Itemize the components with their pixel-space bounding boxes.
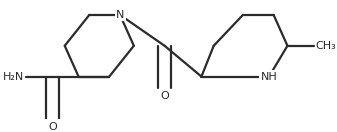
Text: NH: NH	[261, 72, 277, 82]
Text: N: N	[116, 10, 124, 20]
Text: O: O	[48, 122, 57, 132]
Text: H₂N: H₂N	[3, 72, 24, 82]
Text: CH₃: CH₃	[315, 41, 336, 51]
Text: O: O	[160, 91, 169, 101]
